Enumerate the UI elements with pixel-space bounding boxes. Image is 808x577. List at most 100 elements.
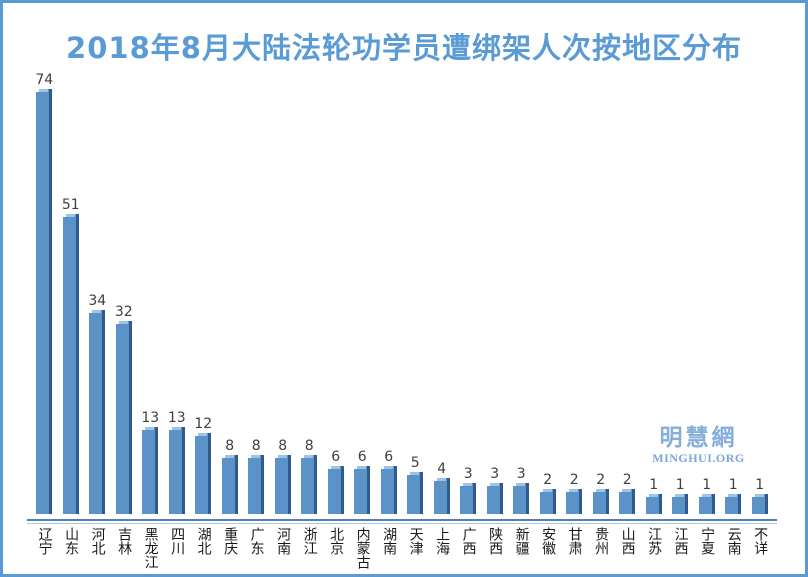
bar-value-label: 1	[675, 477, 685, 493]
bar-column: 13	[137, 73, 164, 514]
category-label: 宁夏	[694, 527, 721, 569]
category-label-text: 湖北	[195, 527, 212, 555]
bar-column: 1	[747, 73, 774, 514]
category-label-text: 陕西	[487, 527, 504, 555]
bar-value-label: 74	[35, 72, 54, 88]
bar-column: 13	[164, 73, 191, 514]
category-label: 陕西	[482, 527, 509, 569]
category-label-text: 河南	[275, 527, 292, 555]
bar-column: 8	[270, 73, 297, 514]
bar-column: 6	[323, 73, 350, 514]
bar-column: 2	[561, 73, 588, 514]
bar	[645, 494, 662, 514]
bar-column: 1	[667, 73, 694, 514]
bar-column: 8	[217, 73, 244, 514]
category-label: 山西	[614, 527, 641, 569]
bar-value-label: 8	[278, 438, 288, 454]
bar-value-label: 2	[596, 472, 606, 488]
category-label-text: 湖南	[381, 527, 398, 555]
bar-value-label: 8	[251, 438, 261, 454]
category-label: 贵州	[588, 527, 615, 569]
bar	[115, 321, 132, 514]
bar	[89, 310, 106, 514]
bar	[672, 494, 689, 514]
category-label-text: 安徽	[540, 527, 557, 555]
category-label-text: 浙江	[301, 527, 318, 555]
bar	[354, 466, 371, 514]
bar-column: 12	[190, 73, 217, 514]
bar-column: 1	[694, 73, 721, 514]
bar-column: 51	[58, 73, 85, 514]
category-label: 黑龙江	[137, 527, 164, 569]
category-label: 河北	[84, 527, 111, 569]
bar-column: 8	[243, 73, 270, 514]
bar-value-label: 1	[702, 477, 712, 493]
bar-column: 4	[429, 73, 456, 514]
category-label-text: 河北	[89, 527, 106, 555]
bar	[539, 489, 556, 514]
bar	[592, 489, 609, 514]
bar-column: 1	[641, 73, 668, 514]
category-label: 江苏	[641, 527, 668, 569]
category-label-text: 重庆	[222, 527, 239, 555]
category-axis: 辽宁 山东 河北 吉林 黑龙江 四川 湖北 重庆 广东 河南 浙江 北京 内蒙古 湖南 天津 上海 广西 陕西 新疆…	[31, 527, 773, 569]
category-label-text: 内蒙古	[354, 527, 371, 569]
bar-value-label: 51	[61, 197, 80, 213]
category-label-text: 贵州	[593, 527, 610, 555]
bar-value-label: 2	[543, 472, 553, 488]
category-label-text: 江西	[672, 527, 689, 555]
bar-value-label: 1	[755, 477, 765, 493]
category-label: 河南	[270, 527, 297, 569]
bar	[36, 89, 53, 514]
category-label: 吉林	[111, 527, 138, 569]
bar-column: 3	[482, 73, 509, 514]
bar-column: 3	[455, 73, 482, 514]
category-label: 广西	[455, 527, 482, 569]
category-label: 辽宁	[31, 527, 58, 569]
bar-column: 5	[402, 73, 429, 514]
category-label: 新疆	[508, 527, 535, 569]
bar	[460, 483, 477, 514]
category-label: 不详	[747, 527, 774, 569]
category-label-text: 宁夏	[699, 527, 716, 555]
bar-column: 2	[535, 73, 562, 514]
bar	[513, 483, 530, 514]
bar	[433, 478, 450, 514]
bar	[566, 489, 583, 514]
bar-column: 34	[84, 73, 111, 514]
category-label-text: 不详	[752, 527, 769, 555]
bar	[142, 427, 159, 514]
category-label: 湖北	[190, 527, 217, 569]
bar	[301, 455, 318, 514]
bar-value-label: 6	[384, 449, 394, 465]
category-label: 广东	[243, 527, 270, 569]
bar-column: 2	[614, 73, 641, 514]
bar	[619, 489, 636, 514]
bar	[62, 214, 79, 514]
bar-value-label: 8	[304, 438, 314, 454]
bar	[698, 494, 715, 514]
bar-value-label: 4	[437, 461, 447, 477]
category-label: 天津	[402, 527, 429, 569]
bar	[168, 427, 185, 514]
bar-value-label: 2	[569, 472, 579, 488]
category-label-text: 北京	[328, 527, 345, 555]
category-label: 北京	[323, 527, 350, 569]
category-label-text: 辽宁	[36, 527, 53, 555]
plot-area: 74 51 34 32 13 13 12 8 8 8 8 6 6 6 5 4 3 3 3 2 2 2 2 1 1 1 1 1	[31, 73, 773, 514]
chart-title: 2018年8月大陆法轮功学员遭绑架人次按地区分布	[66, 31, 742, 65]
bar-column: 1	[720, 73, 747, 514]
category-label-text: 江苏	[646, 527, 663, 555]
category-label-text: 山东	[63, 527, 80, 555]
category-label: 江西	[667, 527, 694, 569]
category-label: 安徽	[535, 527, 562, 569]
bar-value-label: 3	[490, 466, 500, 482]
category-label-text: 吉林	[116, 527, 133, 555]
bar-column: 6	[376, 73, 403, 514]
bar	[751, 494, 768, 514]
bar-value-label: 5	[410, 455, 420, 471]
category-label-text: 上海	[434, 527, 451, 555]
bar-value-label: 1	[728, 477, 738, 493]
category-label: 甘肃	[561, 527, 588, 569]
